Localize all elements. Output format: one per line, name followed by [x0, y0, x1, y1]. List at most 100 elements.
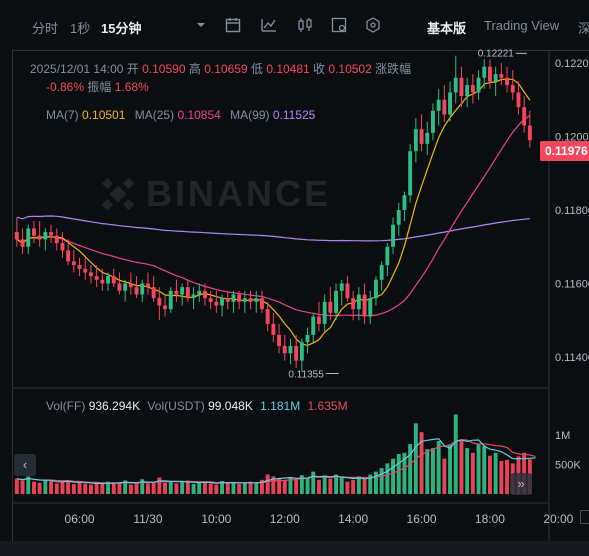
- candle-body: [419, 129, 424, 144]
- interval-15m[interactable]: 15分钟: [101, 21, 142, 36]
- candlestick-type-icon[interactable]: [296, 16, 314, 34]
- volume-bar: [49, 481, 53, 494]
- candle-body: [282, 345, 287, 354]
- candle-body: [94, 276, 99, 280]
- ohlc-row: 2025/12/01 14:00 开 0.10590 高 0.10659 低 0…: [30, 60, 411, 77]
- candle-body: [77, 265, 82, 269]
- time-tick-label: 12:00: [270, 512, 300, 526]
- candle-body: [522, 107, 527, 126]
- candle-body: [100, 279, 105, 284]
- volume-tick-label: 500K: [555, 460, 581, 472]
- volume-bar: [260, 479, 264, 494]
- ma7-value: 0.10501: [82, 108, 126, 122]
- hexagon-settings-icon[interactable]: [364, 16, 382, 34]
- amplitude-value: 1.68%: [114, 80, 149, 94]
- volume-bar: [14, 478, 19, 494]
- scroll-left-button[interactable]: ‹: [14, 454, 36, 476]
- candle-body: [237, 294, 242, 302]
- candle-body: [294, 345, 299, 361]
- volume-bar: [419, 432, 424, 494]
- candle-body: [345, 283, 350, 299]
- candle-body: [288, 345, 293, 354]
- candle-body: [140, 283, 145, 295]
- watermark-text: BINANCE: [146, 173, 331, 214]
- volume-bar: [77, 482, 82, 494]
- close-value: 0.10502: [328, 62, 372, 76]
- candle-body: [26, 228, 31, 247]
- volume-bar: [163, 482, 167, 494]
- low-marker-label: 0.11355: [288, 369, 324, 380]
- candle-body: [231, 294, 236, 302]
- candle-body: [168, 290, 173, 310]
- volume-bar: [459, 441, 464, 494]
- candle-body: [83, 268, 88, 273]
- interval-timeline[interactable]: 分时: [32, 21, 59, 36]
- volume-bar: [89, 484, 93, 494]
- volume-bar: [220, 481, 224, 494]
- candle-body: [356, 294, 361, 310]
- candle-body: [505, 77, 509, 86]
- candle-body: [128, 283, 133, 288]
- chevron-down-icon[interactable]: [192, 16, 210, 34]
- view-depth[interactable]: 深: [578, 21, 589, 36]
- candle-body: [214, 301, 219, 306]
- volume-bar: [402, 452, 407, 494]
- volume-bar: [123, 480, 128, 494]
- volume-bar: [436, 441, 441, 494]
- volume-bar: [493, 452, 498, 494]
- candle-body: [436, 99, 441, 111]
- candle-body: [396, 210, 401, 225]
- candle-body: [499, 74, 504, 78]
- volume-bar: [322, 475, 327, 494]
- ohlc-row-2: -0.86% 振幅 1.68%: [46, 78, 149, 95]
- candle-body: [493, 74, 498, 82]
- vol-ma5-value: 1.181M: [260, 399, 301, 413]
- candle-body: [242, 298, 247, 302]
- volume-bar: [374, 471, 378, 494]
- view-basic[interactable]: 基本版: [427, 21, 467, 36]
- volume-bar: [453, 414, 458, 494]
- candle-body: [49, 232, 53, 236]
- volume-bar: [94, 482, 99, 494]
- high-marker-label: 0.12221: [478, 48, 515, 59]
- binance-logo-icon: [101, 177, 135, 211]
- candle-body: [408, 151, 413, 196]
- volume-bar: [248, 481, 253, 494]
- volume-bar: [20, 480, 25, 494]
- candle-body: [265, 309, 270, 324]
- chart-area[interactable]: [12, 50, 589, 541]
- volume-bar: [277, 478, 281, 494]
- volume-bar: [197, 482, 202, 494]
- ma-row: MA(7) 0.10501 MA(25) 0.10854 MA(99) 0.11…: [46, 108, 315, 122]
- volume-bar: [168, 481, 173, 494]
- candle-body: [516, 92, 521, 108]
- drawing-settings-icon[interactable]: [330, 16, 348, 34]
- volume-bar: [442, 458, 447, 494]
- candle-body: [305, 334, 310, 343]
- time-tick-label: 11/30: [133, 512, 162, 526]
- volume-axis: 1M 500K: [555, 430, 581, 471]
- volume-bar: [117, 482, 122, 494]
- candle-body: [299, 342, 304, 361]
- volume-bar: [282, 480, 287, 494]
- volume-bar: [379, 468, 384, 494]
- candle-body: [510, 85, 515, 93]
- price-tick-label: 0.11400: [555, 352, 589, 364]
- volume-bar: [208, 483, 213, 494]
- view-tradingview[interactable]: Trading View: [484, 18, 560, 33]
- calendar-icon[interactable]: [224, 16, 242, 34]
- indicator-icon[interactable]: [260, 16, 278, 34]
- volume-ma5-line: [16, 438, 536, 484]
- candle-body: [43, 232, 48, 240]
- scroll-to-latest-button[interactable]: »: [510, 473, 532, 495]
- volume-bar: [134, 482, 139, 494]
- volume-bar: [499, 461, 504, 494]
- interval-1s[interactable]: 1秒: [70, 21, 91, 36]
- volume-bar: [448, 444, 452, 494]
- volume-bar: [140, 479, 145, 494]
- volume-bar: [180, 482, 185, 494]
- vol-usdt-label: Vol(USDT): [147, 399, 205, 413]
- axis-settings-icon[interactable]: [580, 510, 589, 524]
